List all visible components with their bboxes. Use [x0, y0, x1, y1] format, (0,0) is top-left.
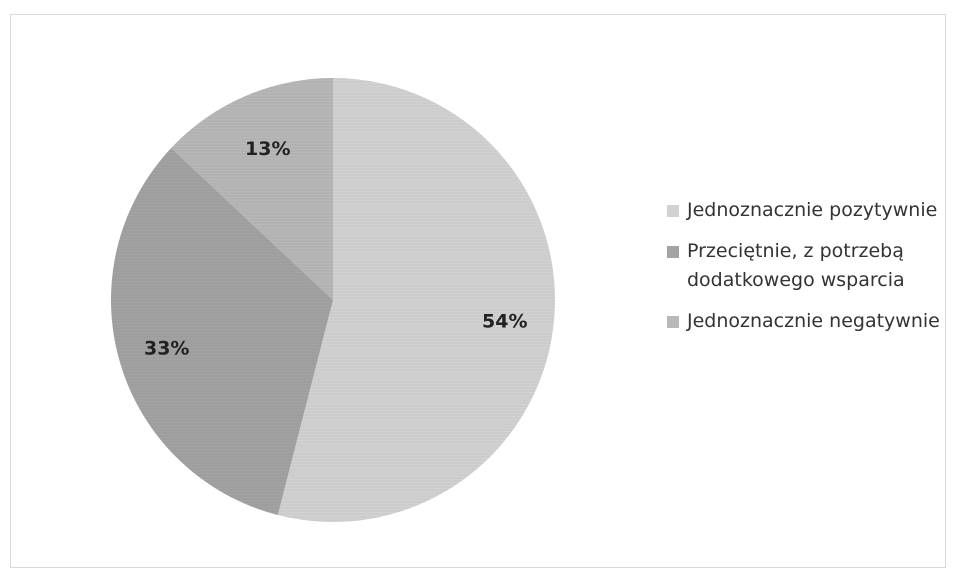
legend-swatch	[667, 205, 679, 217]
legend-label: Jednoznacznie pozytywnie	[687, 199, 938, 221]
pie-label-negative: 13%	[245, 138, 290, 160]
legend-label: Przeciętnie, z potrzebą dodatkowego wspa…	[687, 240, 905, 291]
legend-swatch	[667, 246, 679, 258]
legend: Jednoznacznie pozytywnie Przeciętnie, z …	[665, 196, 945, 348]
pie-slices	[110, 78, 555, 522]
pie-label-average: 33%	[144, 337, 189, 359]
legend-item-average: Przeciętnie, z potrzebą dodatkowego wspa…	[665, 237, 945, 295]
legend-item-negative: Jednoznacznie negatywnie	[665, 307, 945, 336]
pie-label-positive: 54%	[482, 311, 527, 333]
legend-item-positive: Jednoznacznie pozytywnie	[665, 196, 945, 225]
legend-label: Jednoznacznie negatywnie	[687, 310, 940, 332]
legend-swatch	[667, 316, 679, 328]
